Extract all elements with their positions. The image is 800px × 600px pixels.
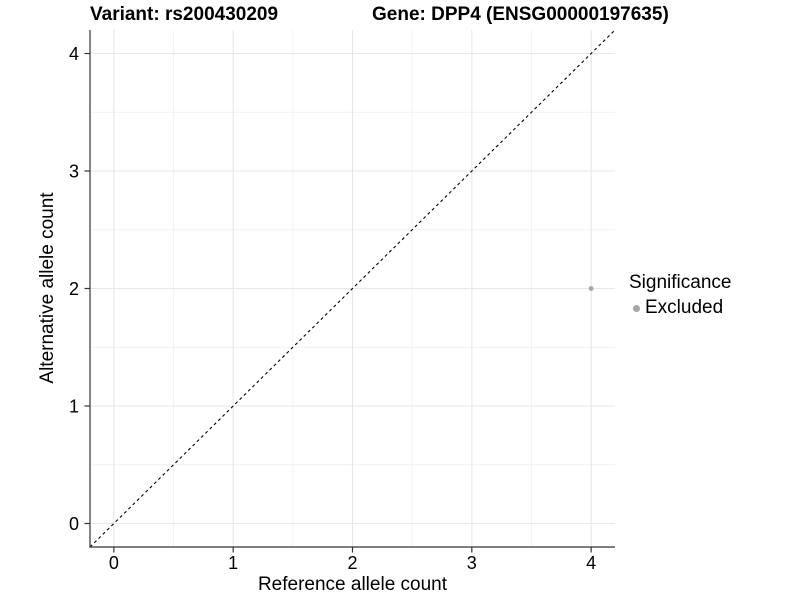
- x-axis-title: Reference allele count: [257, 574, 448, 595]
- y-axis-title: Alternative allele count: [37, 192, 58, 384]
- plot-title-gene: Gene: DPP4 (ENSG00000197635): [372, 4, 669, 25]
- x-tick-label: 1: [228, 553, 238, 573]
- plot-title-variant: Variant: rs200430209: [90, 4, 279, 25]
- y-tick-label: 1: [69, 396, 79, 416]
- legend-point-marker: [633, 304, 640, 312]
- y-tick-label: 4: [69, 44, 79, 64]
- y-tick-label: 3: [69, 161, 79, 181]
- legend-item-label: Excluded: [645, 297, 724, 318]
- legend-item-excluded: Excluded: [629, 297, 731, 319]
- x-tick-label: 4: [586, 553, 596, 573]
- x-tick-label: 2: [347, 553, 357, 573]
- legend: Significance Excluded: [629, 272, 731, 319]
- x-tick-label: 0: [109, 553, 119, 573]
- identity-line: [89, 29, 616, 548]
- data-point: [588, 286, 594, 291]
- y-tick-label: 0: [69, 514, 79, 534]
- y-tick-label: 2: [69, 279, 79, 299]
- x-tick-label: 3: [467, 553, 477, 573]
- legend-title: Significance: [629, 272, 732, 293]
